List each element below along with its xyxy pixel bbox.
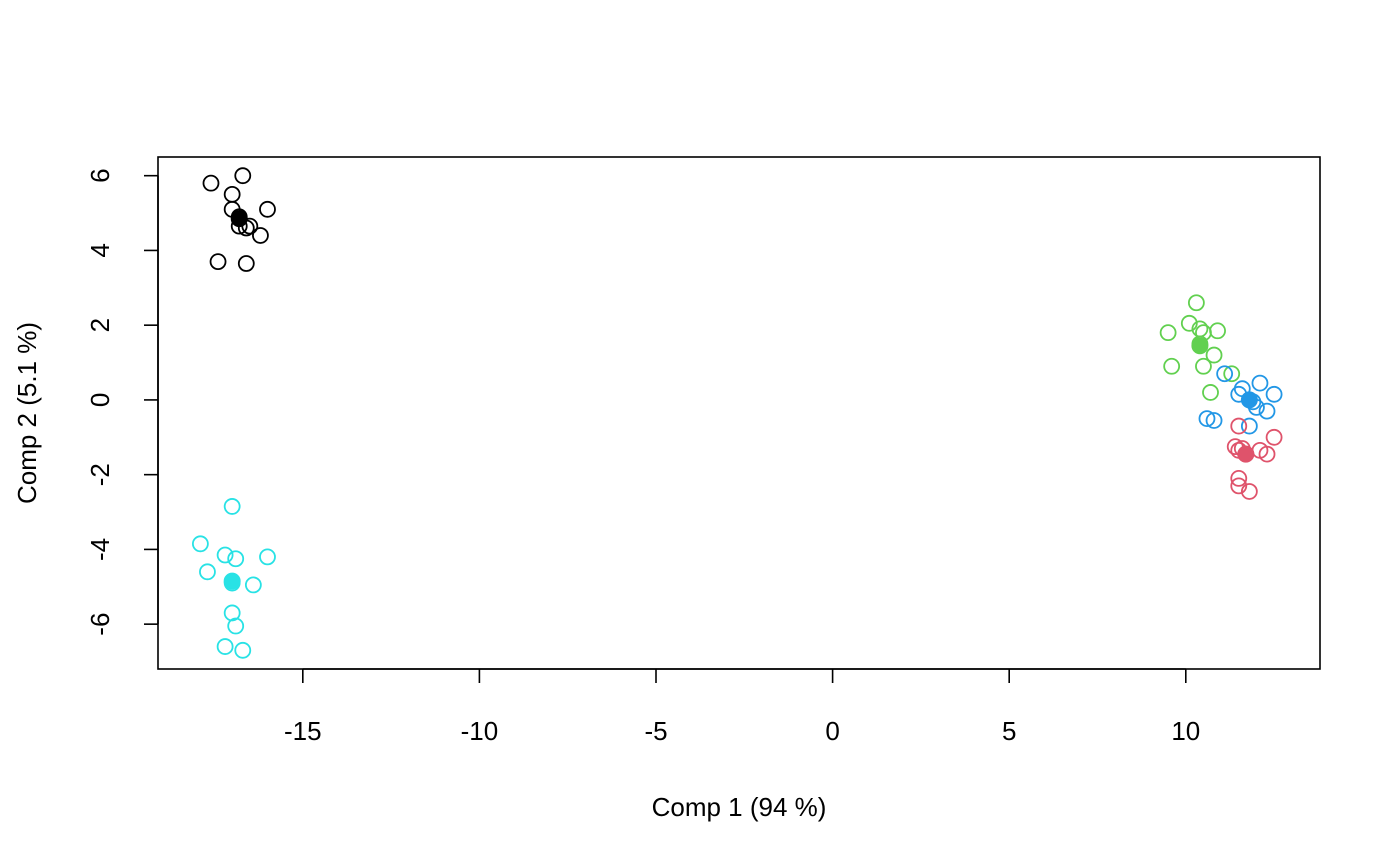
data-point <box>1230 417 1248 435</box>
centroid-point <box>1191 337 1209 355</box>
data-point <box>259 548 276 566</box>
plot-frame <box>157 156 1321 670</box>
y-tick-label: -4 <box>85 538 115 561</box>
centroid-point <box>1237 445 1255 463</box>
y-tick-label: 4 <box>85 243 115 257</box>
centroid-point <box>223 572 241 590</box>
data-point <box>252 227 269 244</box>
x-tick-label: -5 <box>644 716 667 746</box>
data-point <box>1202 384 1219 401</box>
centroid-point <box>230 210 248 228</box>
data-point <box>1205 346 1223 364</box>
x-axis: -15 -10 -5 0 5 10 <box>284 668 1200 746</box>
data-point <box>1180 314 1198 332</box>
y-axis: -6 -4 -2 0 2 4 6 <box>85 168 159 636</box>
series-group <box>202 167 276 272</box>
data-points <box>191 167 1283 659</box>
x-tick-label: -15 <box>284 716 322 746</box>
data-point <box>202 174 220 192</box>
data-point <box>216 638 234 655</box>
data-point <box>259 200 276 218</box>
data-point <box>216 546 234 564</box>
data-point <box>234 641 252 659</box>
y-tick-label: -2 <box>85 463 115 486</box>
data-point <box>237 255 255 272</box>
data-point <box>234 167 252 185</box>
data-point <box>199 563 216 581</box>
series-group <box>1159 294 1241 401</box>
data-point <box>1163 357 1181 375</box>
series-group <box>191 498 276 659</box>
data-point <box>1195 357 1212 375</box>
data-point <box>1209 322 1226 340</box>
data-point <box>1251 374 1269 392</box>
data-point <box>1205 412 1223 429</box>
data-point <box>1216 365 1234 383</box>
data-point <box>1198 410 1216 428</box>
y-tick-label: 6 <box>85 168 115 182</box>
data-point <box>1258 445 1276 463</box>
x-tick-label: 10 <box>1171 716 1200 746</box>
data-point <box>223 185 241 203</box>
x-axis-label: Comp 1 (94 %) <box>652 792 827 822</box>
data-point <box>244 576 262 594</box>
y-axis-label: Comp 2 (5.1 %) <box>12 322 42 504</box>
series-group <box>1226 417 1283 500</box>
data-point <box>227 550 245 568</box>
data-point <box>1230 477 1248 495</box>
data-point <box>1265 428 1283 446</box>
data-point <box>209 253 227 271</box>
y-tick-label: 0 <box>85 393 115 407</box>
x-tick-label: -10 <box>461 716 499 746</box>
y-tick-label: -6 <box>85 613 115 636</box>
data-point <box>223 604 241 622</box>
data-point <box>1240 483 1258 500</box>
data-point <box>223 498 241 515</box>
data-point <box>1223 365 1241 383</box>
data-point <box>1258 402 1276 420</box>
data-point <box>1265 385 1283 403</box>
x-tick-label: 0 <box>825 716 839 746</box>
x-tick-label: 5 <box>1002 716 1016 746</box>
series-group <box>1198 365 1283 435</box>
data-point <box>1240 417 1258 435</box>
data-point <box>227 617 245 635</box>
y-tick-label: 2 <box>85 318 115 332</box>
data-point <box>1230 470 1248 487</box>
data-point <box>191 535 209 553</box>
data-point <box>1187 294 1205 312</box>
centroid-point <box>1240 391 1258 409</box>
data-point <box>1159 324 1177 342</box>
